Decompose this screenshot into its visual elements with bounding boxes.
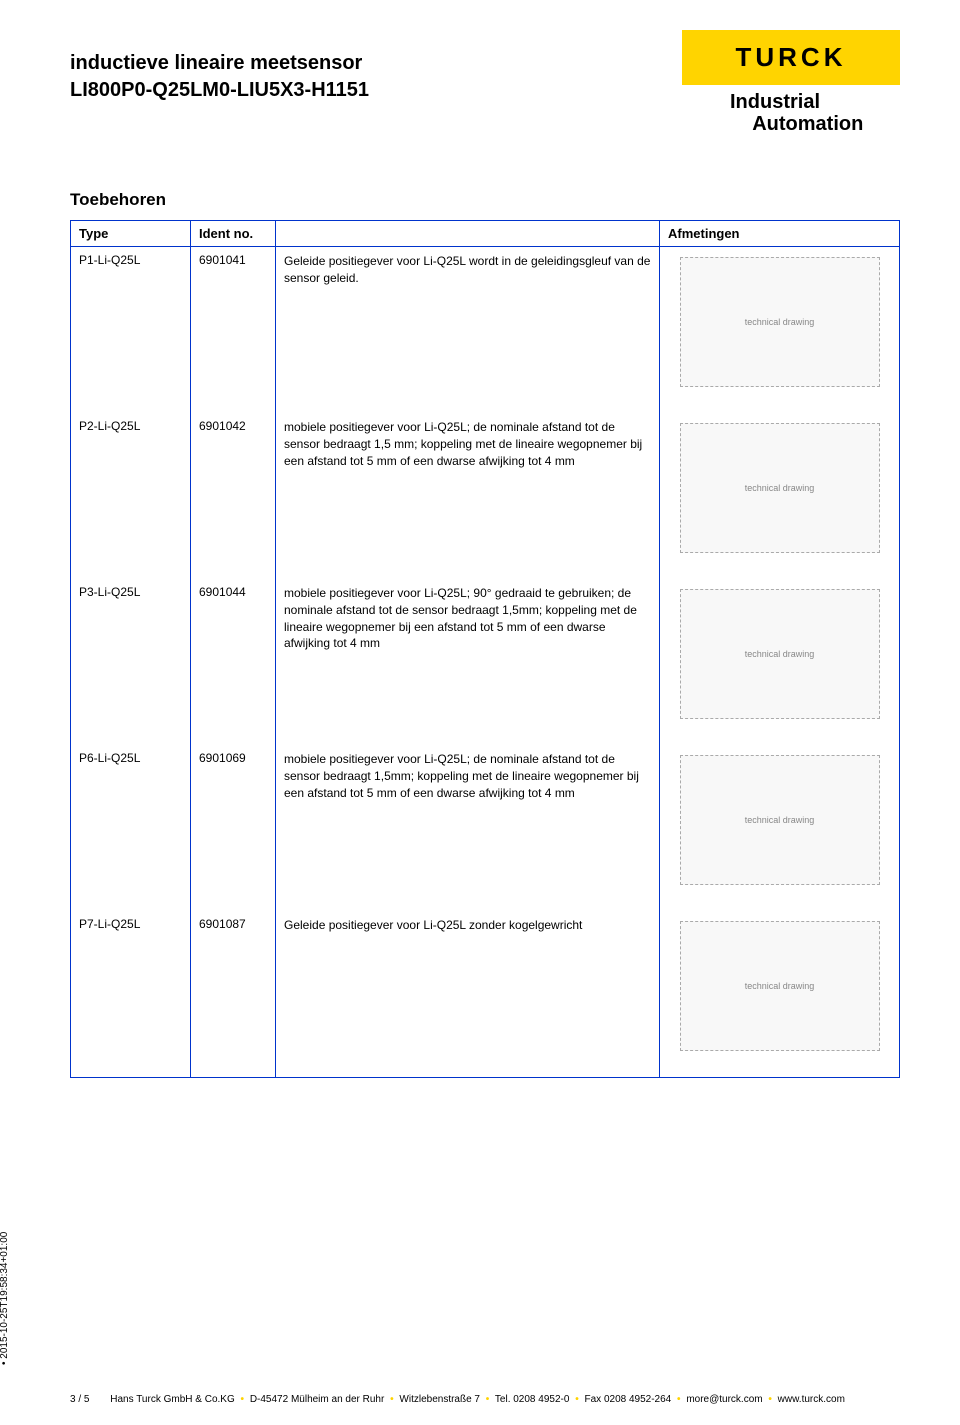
header: inductieve lineaire meetsensor LI800P0-Q… (70, 30, 900, 135)
footer-part: D-45472 Mülheim an der Ruhr (250, 1394, 385, 1405)
drawing-icon: technical drawing (680, 257, 880, 387)
table-row: P3-Li-Q25L 6901044 mobiele positiegever … (71, 579, 900, 745)
cell-dim: technical drawing (660, 413, 900, 579)
footer: 3 / 5 Hans Turck GmbH & Co.KG • D-45472 … (70, 1394, 900, 1405)
cell-desc: mobiele positiegever voor Li-Q25L; de no… (276, 413, 660, 579)
footer-part: more@turck.com (686, 1394, 762, 1405)
separator-icon: • (486, 1394, 490, 1405)
footer-part: Fax 0208 4952-264 (585, 1394, 672, 1405)
drawing-icon: technical drawing (680, 921, 880, 1051)
footer-part: Tel. 0208 4952-0 (495, 1394, 570, 1405)
logo-block: TURCK Industrial Automation (682, 30, 900, 135)
drawing-icon: technical drawing (680, 755, 880, 885)
drawing-icon: technical drawing (680, 589, 880, 719)
title-line-2: LI800P0-Q25LM0-LIU5X3-H1151 (70, 79, 369, 102)
separator-icon: • (575, 1394, 579, 1405)
cell-dim: technical drawing (660, 745, 900, 911)
separator-icon: • (241, 1394, 245, 1405)
tagline-1: Industrial (730, 91, 820, 113)
tagline-2: Automation (752, 113, 863, 135)
cell-dim: technical drawing (660, 579, 900, 745)
cell-dim: technical drawing (660, 247, 900, 414)
footer-part: www.turck.com (778, 1394, 845, 1405)
table-row: P7-Li-Q25L 6901087 Geleide positiegever … (71, 911, 900, 1078)
table-body: P1-Li-Q25L 6901041 Geleide positiegever … (71, 247, 900, 1078)
separator-icon: • (768, 1394, 772, 1405)
cell-ident: 6901041 (191, 247, 276, 414)
cell-type: P3-Li-Q25L (71, 579, 191, 745)
col-header-ident: Ident no. (191, 221, 276, 247)
cell-desc: Geleide positiegever voor Li-Q25L wordt … (276, 247, 660, 414)
drawing-icon: technical drawing (680, 423, 880, 553)
col-header-dim: Afmetingen (660, 221, 900, 247)
cell-ident: 6901087 (191, 911, 276, 1078)
footer-part: Hans Turck GmbH & Co.KG (110, 1394, 234, 1405)
page-number: 3 / 5 (70, 1394, 89, 1405)
cell-type: P6-Li-Q25L (71, 745, 191, 911)
separator-icon: • (390, 1394, 394, 1405)
separator-icon: • (677, 1394, 681, 1405)
cell-ident: 6901069 (191, 745, 276, 911)
accessories-table: Type Ident no. Afmetingen P1-Li-Q25L 690… (70, 220, 900, 1078)
footer-part: Witzlebenstraße 7 (399, 1394, 480, 1405)
cell-ident: 6901042 (191, 413, 276, 579)
section-title: Toebehoren (70, 190, 900, 210)
table-header: Type Ident no. Afmetingen (71, 221, 900, 247)
cell-desc: mobiele positiegever voor Li-Q25L; 90° g… (276, 579, 660, 745)
cell-type: P1-Li-Q25L (71, 247, 191, 414)
cell-ident: 6901044 (191, 579, 276, 745)
cell-desc: Geleide positiegever voor Li-Q25L zonder… (276, 911, 660, 1078)
table-row: P1-Li-Q25L 6901041 Geleide positiegever … (71, 247, 900, 414)
cell-type: P2-Li-Q25L (71, 413, 191, 579)
title-block: inductieve lineaire meetsensor LI800P0-Q… (70, 30, 369, 102)
timestamp: • 2015-10-25T19:58:34+01:00 (0, 1232, 10, 1365)
brand-logo: TURCK (682, 30, 900, 85)
table-row: P6-Li-Q25L 6901069 mobiele positiegever … (71, 745, 900, 911)
table-row: P2-Li-Q25L 6901042 mobiele positiegever … (71, 413, 900, 579)
col-header-desc (276, 221, 660, 247)
cell-type: P7-Li-Q25L (71, 911, 191, 1078)
cell-dim: technical drawing (660, 911, 900, 1078)
brand-tagline: Industrial Automation (682, 91, 900, 135)
page: inductieve lineaire meetsensor LI800P0-Q… (0, 0, 960, 1078)
col-header-type: Type (71, 221, 191, 247)
title-line-1: inductieve lineaire meetsensor (70, 52, 369, 75)
cell-desc: mobiele positiegever voor Li-Q25L; de no… (276, 745, 660, 911)
